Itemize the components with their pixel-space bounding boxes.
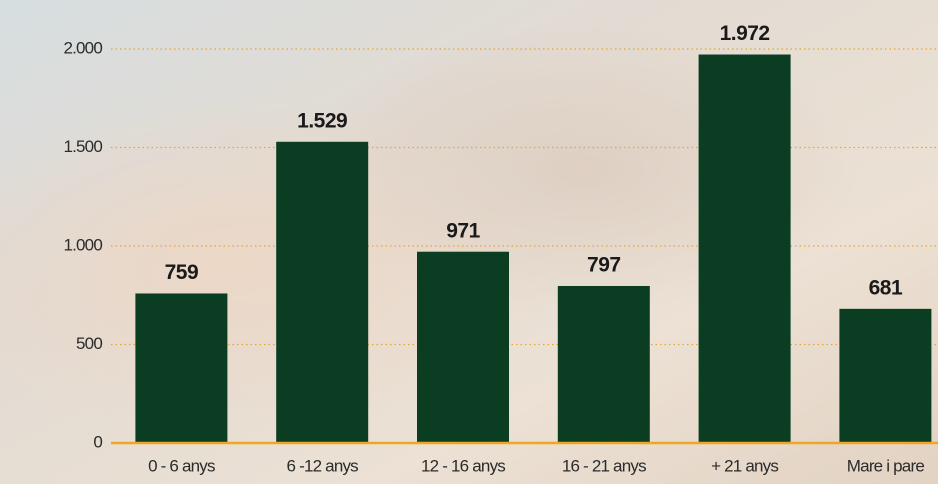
bar: [276, 142, 368, 443]
x-tick-label: 6 -12 anys: [287, 456, 359, 475]
value-label: 971: [446, 219, 480, 242]
bar: [699, 55, 791, 443]
value-label: 797: [587, 254, 621, 277]
y-tick-label: 1.500: [63, 137, 102, 156]
value-label: 1.972: [720, 22, 770, 45]
value-label: 1.529: [297, 109, 347, 132]
value-label: 681: [869, 276, 903, 299]
y-tick-label: 2.000: [63, 38, 102, 57]
value-label: 759: [165, 261, 199, 284]
bar: [839, 309, 931, 443]
x-tick-label: 0 - 6 anys: [148, 456, 215, 475]
x-tick-label: Mare i pare: [847, 456, 925, 475]
x-tick-label: 12 - 16 anys: [421, 456, 505, 475]
x-tick-label: + 21 anys: [711, 456, 778, 475]
bar: [135, 293, 227, 443]
page: {"chart_data": {"type": "bar", "categori…: [0, 0, 938, 484]
x-tick-label: 16 - 21 anys: [562, 456, 646, 475]
y-tick-label: 0: [93, 432, 102, 451]
bar: [417, 252, 509, 443]
chart: 0 500 1.000 1.500 2.000 759 0 - 6 anys 1.529 6 -…: [0, 0, 938, 484]
bar: [558, 286, 650, 443]
y-tick-label: 1.000: [63, 235, 102, 254]
y-tick-label: 500: [76, 334, 102, 353]
